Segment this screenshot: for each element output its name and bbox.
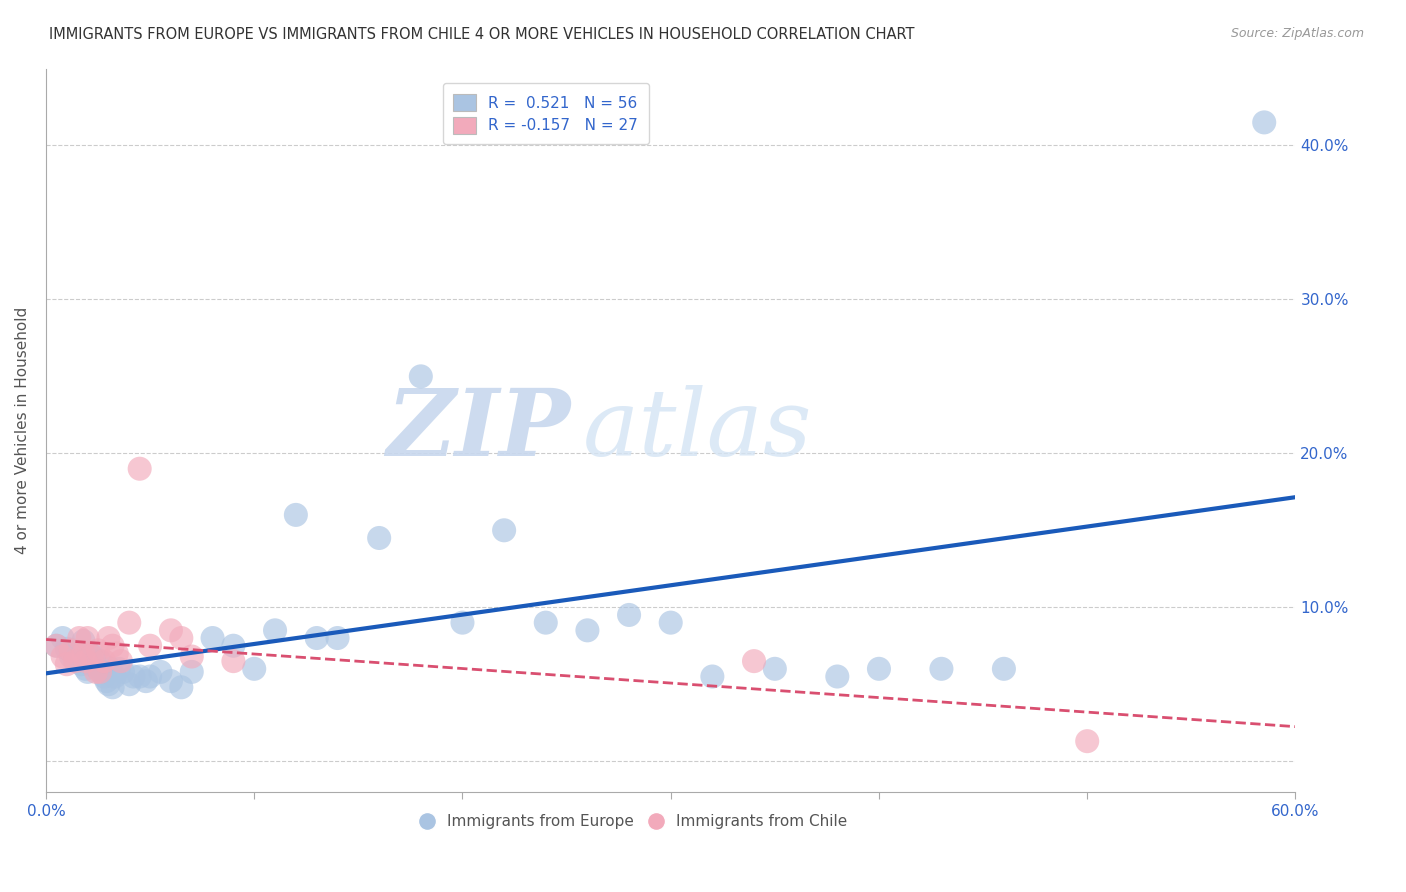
Point [264,624,287,638]
Point [111,665,134,679]
Point [222,639,245,653]
Point [75,654,97,668]
Point [534,615,557,630]
Point [149,665,172,679]
Point [110,654,132,668]
Point [617,607,640,622]
Point [827,669,849,683]
Point [75,662,97,676]
Point [79,647,101,661]
Point [160,674,183,689]
Point [451,615,474,630]
Point [931,662,953,676]
Point [63,654,86,668]
Point [409,369,432,384]
Point [104,669,127,683]
Point [108,662,131,676]
Point [135,674,157,689]
Point [45,639,67,653]
Point [201,631,224,645]
Point [128,669,150,683]
Text: ZIP: ZIP [387,385,571,475]
Point [97,631,120,645]
Point [56,657,79,672]
Point [83,649,105,664]
Point [118,615,141,630]
Point [576,624,599,638]
Legend: Immigrants from Europe, Immigrants from Chile: Immigrants from Europe, Immigrants from … [413,808,853,835]
Point [139,669,162,683]
Point [128,461,150,475]
Point [45,639,67,653]
Point [1076,734,1098,748]
Point [80,657,103,672]
Text: atlas: atlas [583,385,813,475]
Point [76,631,98,645]
Point [702,669,724,683]
Point [89,654,111,668]
Point [659,615,682,630]
Point [87,662,110,676]
Point [52,631,75,645]
Point [62,643,84,657]
Point [222,654,245,668]
Point [305,631,328,645]
Point [494,523,516,537]
Point [243,662,266,676]
Point [180,649,202,664]
Point [170,631,193,645]
Point [122,669,145,683]
Point [101,681,124,695]
Point [326,631,349,645]
Point [59,643,82,657]
Point [93,669,115,683]
Point [368,531,391,545]
Point [100,662,122,676]
Point [160,624,183,638]
Point [101,639,124,653]
Point [742,654,765,668]
Point [180,665,202,679]
Point [70,657,93,672]
Point [76,665,98,679]
Point [96,674,118,689]
Point [868,662,890,676]
Point [170,681,193,695]
Point [993,662,1015,676]
Point [72,647,94,661]
Point [67,647,90,661]
Point [89,665,111,679]
Point [763,662,786,676]
Point [84,665,107,679]
Point [67,631,90,645]
Point [91,665,114,679]
Point [97,677,120,691]
Point [56,641,79,656]
Point [66,654,89,668]
Text: IMMIGRANTS FROM EUROPE VS IMMIGRANTS FROM CHILE 4 OR MORE VEHICLES IN HOUSEHOLD : IMMIGRANTS FROM EUROPE VS IMMIGRANTS FRO… [49,27,915,42]
Point [118,677,141,691]
Point [139,639,162,653]
Point [80,649,103,664]
Point [284,508,307,522]
Point [52,649,75,664]
Point [93,654,115,668]
Y-axis label: 4 or more Vehicles in Household: 4 or more Vehicles in Household [15,307,30,554]
Point [72,634,94,648]
Text: Source: ZipAtlas.com: Source: ZipAtlas.com [1230,27,1364,40]
Point [59,649,82,664]
Point [1253,115,1275,129]
Point [87,643,110,657]
Point [105,647,128,661]
